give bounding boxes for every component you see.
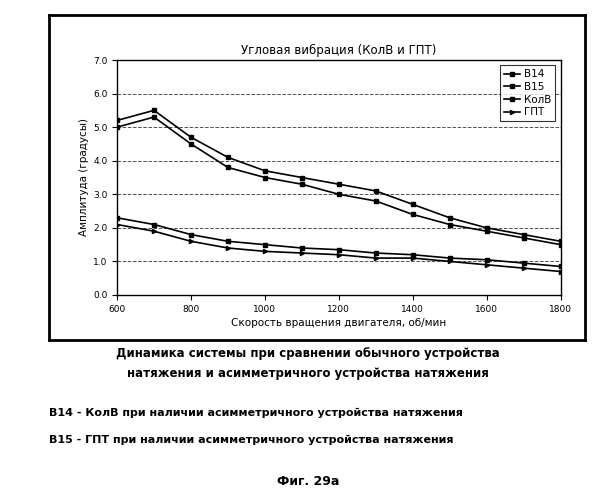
B15 [520, 232, 527, 237]
Text: B14 - КолВ при наличии асимметричного устройства натяжения: B14 - КолВ при наличии асимметричного ус… [49, 408, 463, 418]
Text: B15 - ГПТ при наличии асимметричного устройства натяжения: B15 - ГПТ при наличии асимметричного уст… [49, 435, 454, 445]
ГПТ [446, 258, 453, 264]
КолВ [187, 232, 195, 237]
B14 [335, 192, 342, 198]
Line: ГПТ: ГПТ [115, 222, 562, 274]
B15 [483, 225, 490, 231]
ГПТ [150, 228, 158, 234]
B14 [261, 174, 269, 180]
ГПТ [298, 250, 306, 256]
КолВ [335, 246, 342, 252]
ГПТ [483, 262, 490, 268]
ГПТ [224, 245, 232, 251]
B15 [409, 202, 416, 207]
ГПТ [335, 252, 342, 258]
КолВ [224, 238, 232, 244]
B14 [372, 198, 379, 204]
B14 [483, 228, 490, 234]
Title: Угловая вибрация (КолВ и ГПТ): Угловая вибрация (КолВ и ГПТ) [241, 44, 437, 58]
B14 [520, 235, 527, 241]
ГПТ [557, 268, 564, 274]
КолВ [409, 252, 416, 258]
B14 [446, 222, 453, 228]
КолВ [113, 215, 121, 221]
B15 [335, 181, 342, 187]
ГПТ [409, 255, 416, 261]
B14 [187, 141, 195, 147]
B15 [187, 134, 195, 140]
B14 [298, 181, 306, 187]
Line: B14: B14 [115, 115, 562, 246]
КолВ [372, 250, 379, 256]
Text: Фиг. 29а: Фиг. 29а [277, 475, 339, 488]
Text: натяжения и асимметричного устройства натяжения: натяжения и асимметричного устройства на… [127, 368, 489, 380]
КолВ [483, 257, 490, 263]
B15 [298, 174, 306, 180]
B15 [224, 154, 232, 160]
B15 [113, 118, 121, 124]
B15 [150, 108, 158, 114]
КолВ [557, 264, 564, 270]
КолВ [446, 255, 453, 261]
B15 [557, 238, 564, 244]
B14 [409, 212, 416, 218]
ГПТ [372, 255, 379, 261]
ГПТ [520, 265, 527, 271]
B14 [113, 124, 121, 130]
КолВ [520, 260, 527, 266]
Y-axis label: Амплитуда (градусы): Амплитуда (градусы) [79, 118, 89, 236]
B14 [150, 114, 158, 120]
B15 [372, 188, 379, 194]
B14 [557, 242, 564, 248]
ГПТ [261, 248, 269, 254]
ГПТ [187, 238, 195, 244]
КолВ [150, 222, 158, 228]
Legend: B14, B15, КолВ, ГПТ: B14, B15, КолВ, ГПТ [500, 65, 556, 122]
B15 [446, 215, 453, 221]
B14 [224, 164, 232, 170]
Line: B15: B15 [115, 108, 562, 244]
КолВ [298, 245, 306, 251]
X-axis label: Скорость вращения двигателя, об/мин: Скорость вращения двигателя, об/мин [231, 318, 447, 328]
Line: КолВ: КолВ [115, 216, 562, 268]
КолВ [261, 242, 269, 248]
Text: Динамика системы при сравнении обычного устройства: Динамика системы при сравнении обычного … [116, 348, 500, 360]
ГПТ [113, 222, 121, 228]
B15 [261, 168, 269, 174]
